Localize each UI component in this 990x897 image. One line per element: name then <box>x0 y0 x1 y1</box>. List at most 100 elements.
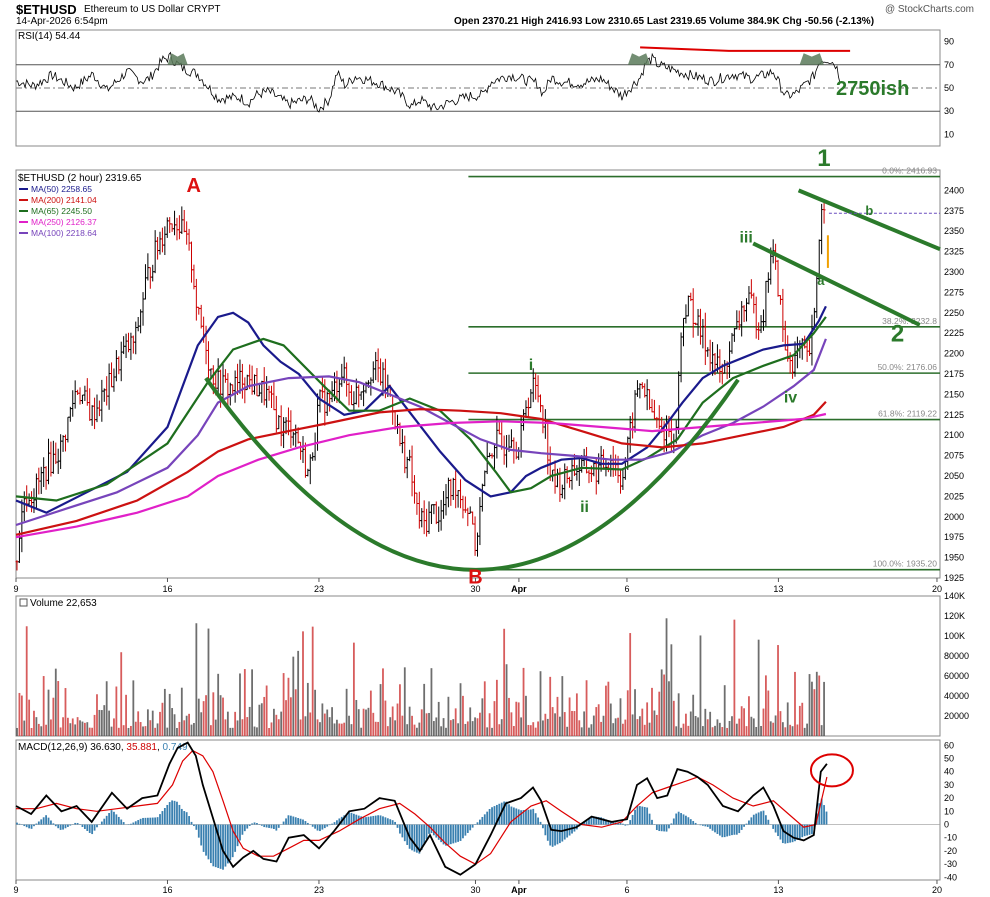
volume-bar <box>333 723 336 736</box>
volume-bar <box>578 720 581 736</box>
macd-histogram-bar <box>69 824 72 826</box>
fib-level-label: 100.0%: 1935.20 <box>873 559 938 569</box>
volume-bar <box>592 715 595 736</box>
volume-bar <box>636 719 639 736</box>
macd-histogram-bar <box>631 814 634 825</box>
macd-histogram-bar <box>721 824 724 838</box>
macd-histogram-bar <box>219 824 222 869</box>
volume-bar <box>226 711 229 736</box>
macd-histogram-bar <box>602 818 605 825</box>
price-tick-label: 2400 <box>944 185 964 195</box>
volume-bar <box>108 710 111 736</box>
macd-histogram-bar <box>113 811 115 825</box>
volume-bar <box>769 721 772 736</box>
volume-bar <box>42 676 45 736</box>
macd-histogram-bar <box>624 824 627 826</box>
volume-bar <box>268 727 270 736</box>
macd-histogram-bar <box>505 801 508 825</box>
macd-histogram-bar <box>440 824 443 843</box>
volume-bar <box>583 711 586 736</box>
volume-bar <box>117 727 120 736</box>
legend-entry: MA(100) 2218.64 <box>31 228 97 238</box>
macd-histogram-bar <box>362 817 365 825</box>
volume-bar <box>512 726 515 736</box>
macd-histogram-bar <box>457 824 460 842</box>
macd-histogram-bar <box>37 821 40 825</box>
price-tick-label: 1925 <box>944 573 964 583</box>
volume-bar <box>260 703 263 736</box>
macd-histogram-bar <box>728 824 731 836</box>
macd-histogram-bar <box>583 821 586 825</box>
volume-bar <box>755 726 758 736</box>
volume-bar <box>241 719 244 736</box>
volume-bar <box>224 719 227 736</box>
macd-histogram-bar <box>205 824 207 856</box>
volume-bar <box>159 711 161 736</box>
volume-bar <box>45 724 47 736</box>
macd-histogram-bar <box>498 803 501 825</box>
macd-histogram-bar <box>316 824 319 831</box>
volume-bar <box>605 685 607 736</box>
volume-bar <box>202 701 205 736</box>
macd-histogram-bar <box>459 824 462 841</box>
volume-bar <box>624 719 627 736</box>
macd-histogram-bar <box>488 808 491 825</box>
macd-histogram-bar <box>117 816 120 825</box>
rsi-overbought-fill <box>627 53 651 65</box>
macd-tick-label: -10 <box>944 833 957 843</box>
volume-bar <box>246 717 249 736</box>
macd-histogram-bar <box>260 824 263 826</box>
volume-bar <box>154 727 157 736</box>
macd-histogram-bar <box>18 823 21 825</box>
volume-bar <box>67 717 69 736</box>
volume-bar <box>306 682 309 736</box>
rsi-tick-label: 90 <box>944 37 954 47</box>
macd-histogram-bar <box>454 824 457 843</box>
macd-histogram-bar <box>100 821 103 825</box>
macd-histogram-bar <box>588 818 590 825</box>
macd-x-label: Apr <box>511 885 527 895</box>
volume-bar <box>668 681 670 736</box>
volume-bar <box>30 727 33 736</box>
macd-histogram-bar <box>801 824 804 838</box>
volume-bar <box>738 718 741 736</box>
macd-histogram-bar <box>246 824 249 829</box>
volume-bar <box>18 692 21 736</box>
volume-bar <box>718 722 721 736</box>
macd-histogram-bar <box>563 824 566 840</box>
macd-histogram-bar <box>663 824 666 832</box>
macd-histogram-bar <box>270 824 273 829</box>
volume-bar <box>471 721 474 736</box>
volume-bar <box>561 676 564 736</box>
volume-bar <box>355 699 358 736</box>
volume-bar <box>130 725 132 736</box>
macd-histogram-bar <box>86 824 89 831</box>
volume-bar <box>648 722 651 736</box>
macd-histogram-bar <box>462 824 464 839</box>
fib-level-label: 50.0%: 2176.06 <box>877 362 937 372</box>
macd-histogram-bar <box>256 823 258 825</box>
macd-histogram-bar <box>193 824 195 827</box>
macd-histogram-bar <box>350 812 353 825</box>
macd-histogram-bar <box>239 824 241 841</box>
volume-bar <box>588 727 590 736</box>
macd-histogram-bar <box>243 824 246 832</box>
macd-histogram-bar <box>241 824 244 835</box>
volume-bar <box>680 727 682 736</box>
macd-histogram-bar <box>420 824 423 850</box>
macd-histogram-bar <box>314 824 317 829</box>
macd-histogram-bar <box>745 823 748 825</box>
volume-bar <box>23 720 26 736</box>
volume-bar <box>626 690 629 736</box>
macd-tick-label: 10 <box>944 806 954 816</box>
volume-bar <box>195 623 198 736</box>
volume-bar <box>445 727 447 736</box>
macd-histogram-bar <box>466 824 469 833</box>
macd-histogram-bar <box>762 810 765 825</box>
macd-histogram-bar <box>760 811 762 825</box>
macd-histogram-bar <box>568 824 571 836</box>
volume-bar <box>139 722 142 736</box>
fib-level-label: 61.8%: 2119.22 <box>878 409 937 419</box>
volume-bar <box>328 717 331 736</box>
volume-bar <box>222 697 224 736</box>
